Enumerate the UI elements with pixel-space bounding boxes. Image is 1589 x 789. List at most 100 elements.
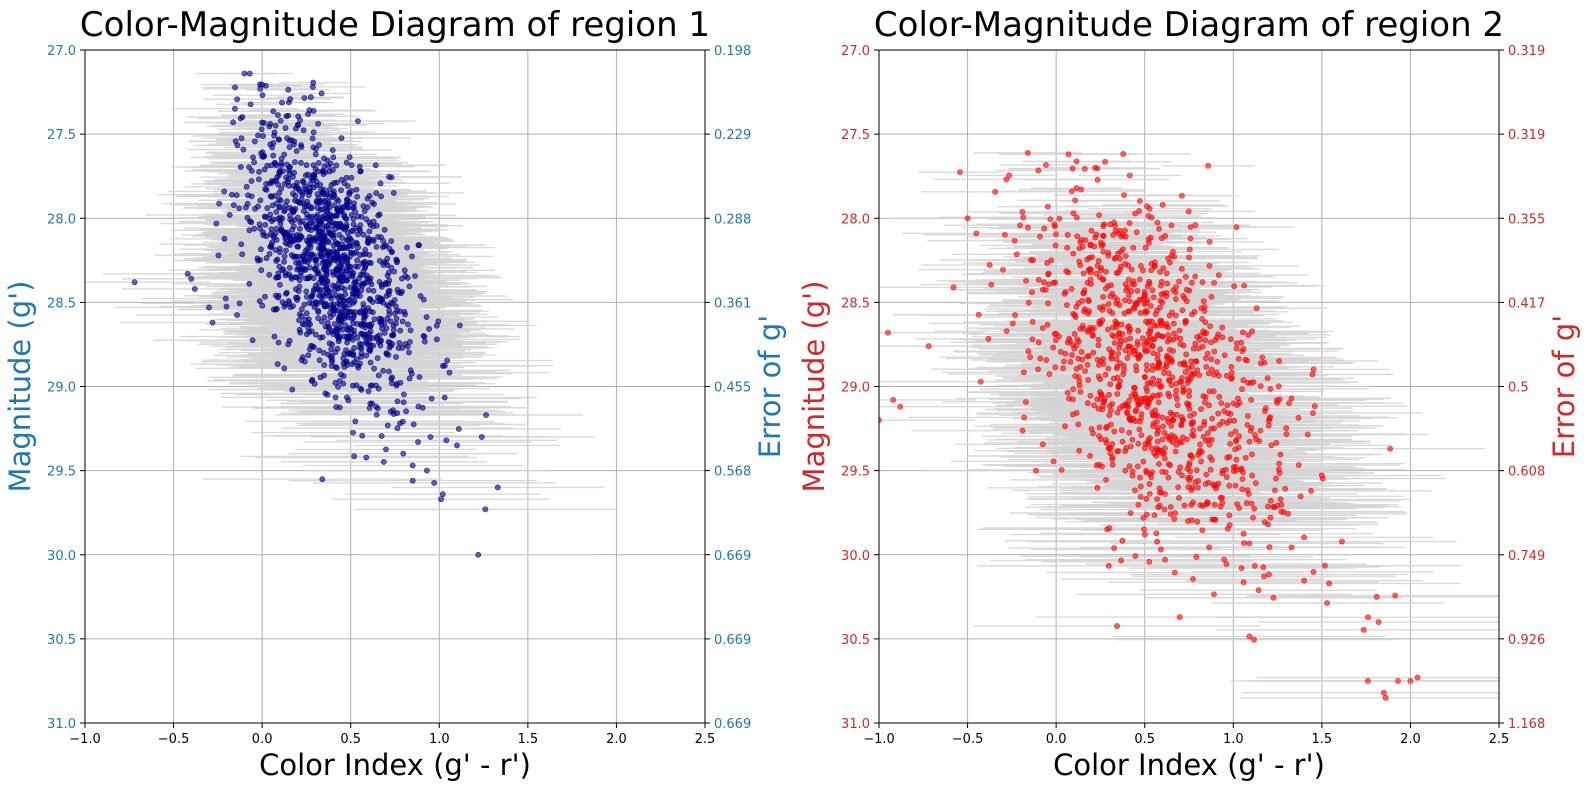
data-point — [1186, 388, 1193, 394]
data-point — [213, 220, 220, 227]
data-point — [1023, 277, 1030, 284]
data-point — [1178, 414, 1185, 420]
data-point — [268, 242, 275, 248]
data-point — [1197, 502, 1204, 508]
data-point — [1208, 293, 1215, 300]
data-point — [1211, 501, 1218, 508]
data-point — [320, 186, 327, 193]
data-point — [279, 99, 285, 106]
data-point — [319, 221, 325, 228]
data-point — [1070, 311, 1077, 317]
data-point — [1070, 386, 1077, 393]
data-point — [1187, 452, 1194, 459]
data-point — [1219, 324, 1226, 331]
data-point — [1219, 470, 1226, 477]
data-point — [385, 291, 392, 298]
data-point — [381, 330, 388, 336]
data-point — [1037, 355, 1044, 362]
data-point — [1233, 456, 1240, 463]
data-point — [444, 357, 451, 364]
data-point — [1275, 466, 1282, 473]
data-point — [339, 258, 346, 265]
data-point — [1193, 467, 1200, 474]
data-point — [1129, 281, 1136, 287]
data-point — [246, 227, 253, 234]
data-point — [1283, 425, 1290, 431]
data-point — [297, 329, 304, 336]
data-point — [1119, 537, 1126, 544]
data-point — [1117, 360, 1124, 367]
y-tick-label: 30.0 — [47, 549, 76, 564]
data-point — [1230, 464, 1237, 470]
data-point — [1245, 332, 1252, 338]
data-point — [311, 380, 318, 387]
data-point — [341, 180, 348, 187]
data-point — [1168, 222, 1175, 229]
data-point — [276, 196, 282, 203]
data-point — [248, 167, 255, 174]
data-point — [273, 209, 280, 215]
data-point — [1096, 212, 1103, 218]
data-point — [1107, 450, 1114, 457]
data-point — [973, 230, 980, 237]
data-point — [1187, 474, 1194, 481]
data-point — [281, 230, 288, 236]
data-point — [1218, 400, 1225, 407]
data-point — [1142, 244, 1149, 251]
x-tick-label: 0.0 — [252, 732, 273, 747]
data-point — [324, 191, 331, 198]
data-point — [360, 231, 367, 238]
data-point — [1134, 463, 1141, 470]
data-point — [278, 162, 285, 169]
data-point — [317, 334, 324, 341]
data-point — [1109, 310, 1116, 316]
data-point — [374, 355, 381, 361]
data-point — [1149, 336, 1156, 343]
data-point — [359, 432, 366, 439]
data-point — [1161, 506, 1168, 513]
data-point — [1113, 365, 1120, 372]
data-point — [1251, 505, 1258, 512]
data-point — [1127, 510, 1134, 516]
data-point — [316, 357, 323, 364]
data-point — [1163, 270, 1170, 277]
data-point — [1145, 330, 1152, 337]
data-point — [312, 257, 319, 264]
data-point — [315, 120, 322, 127]
data-point — [1295, 414, 1302, 421]
data-point — [1103, 268, 1109, 275]
data-point — [1194, 367, 1201, 373]
data-point — [387, 318, 394, 325]
data-point — [262, 293, 268, 300]
y-right-tick-label: 0.669 — [714, 549, 751, 564]
data-point — [322, 301, 329, 308]
data-points — [131, 70, 501, 558]
data-point — [1127, 417, 1134, 423]
data-point — [348, 162, 355, 169]
data-point — [335, 384, 341, 390]
data-point — [1267, 497, 1274, 504]
data-point — [402, 311, 408, 318]
data-point — [1129, 468, 1136, 475]
data-point — [1176, 495, 1182, 501]
data-point — [285, 86, 292, 93]
data-point — [375, 372, 382, 379]
data-point — [1084, 361, 1091, 368]
data-point — [269, 218, 275, 225]
data-point — [257, 197, 264, 204]
data-point — [1078, 349, 1085, 355]
data-point — [1019, 208, 1026, 215]
data-point — [1144, 380, 1151, 387]
data-point — [1187, 413, 1194, 419]
data-point — [295, 260, 302, 266]
data-point — [373, 190, 380, 197]
data-point — [1326, 580, 1332, 587]
data-point — [1117, 378, 1123, 385]
x-axis: −1.0 −0.5 0.0 0.5 1.0 1.5 2.0 2.5 — [69, 723, 715, 747]
data-point — [1203, 501, 1210, 508]
data-point — [279, 267, 285, 274]
data-point — [1240, 469, 1246, 476]
data-point — [1126, 172, 1133, 179]
data-point — [1150, 380, 1156, 387]
data-point — [387, 339, 393, 346]
